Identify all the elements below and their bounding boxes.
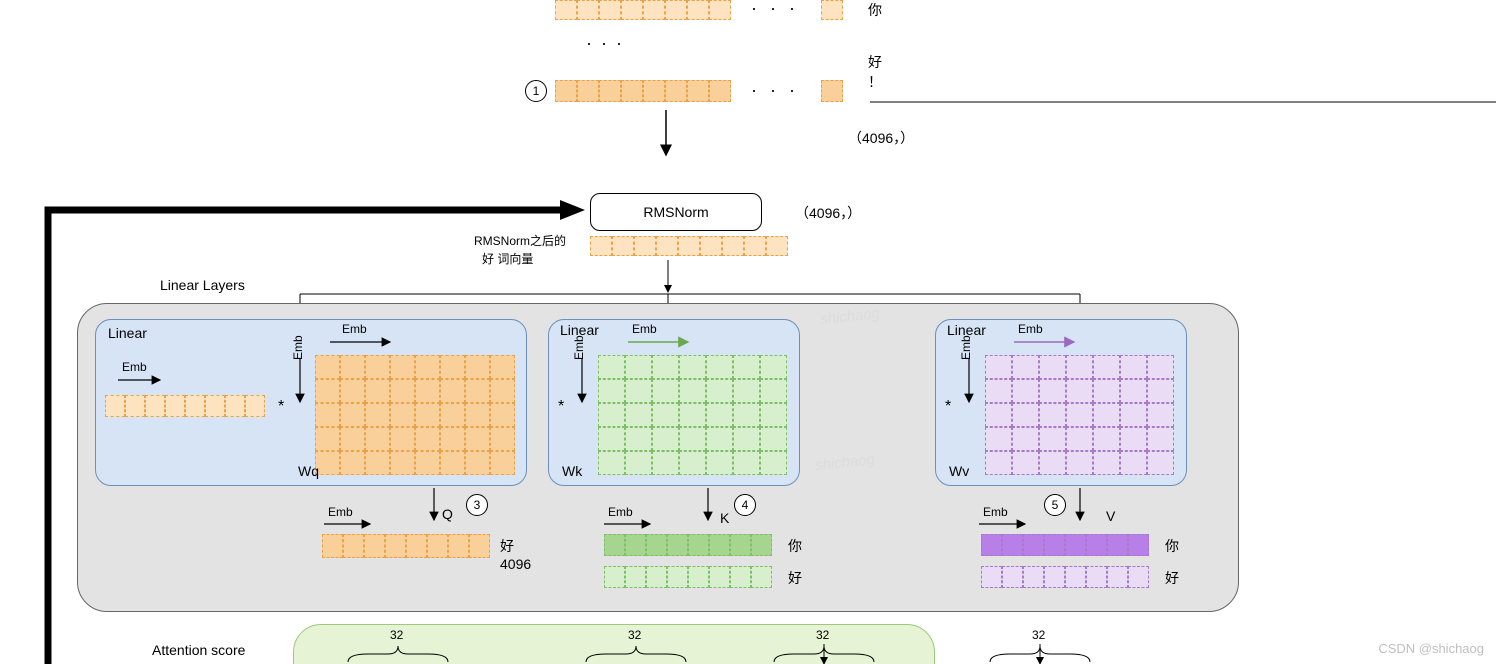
step-5-badge: 5 [1044, 494, 1066, 516]
step-3-badge: 3 [466, 494, 488, 516]
linear-layers-title: Linear Layers [160, 277, 245, 293]
step-1-badge: 1 [525, 80, 547, 102]
attention-score-title: Attention score [152, 642, 245, 658]
rmsnorm-box: RMSNorm [590, 193, 762, 231]
step-4-badge: 4 [734, 494, 756, 516]
footer-watermark: CSDN @shichaog [1378, 641, 1484, 656]
embedding-dim-label: （4096，） [848, 128, 914, 148]
